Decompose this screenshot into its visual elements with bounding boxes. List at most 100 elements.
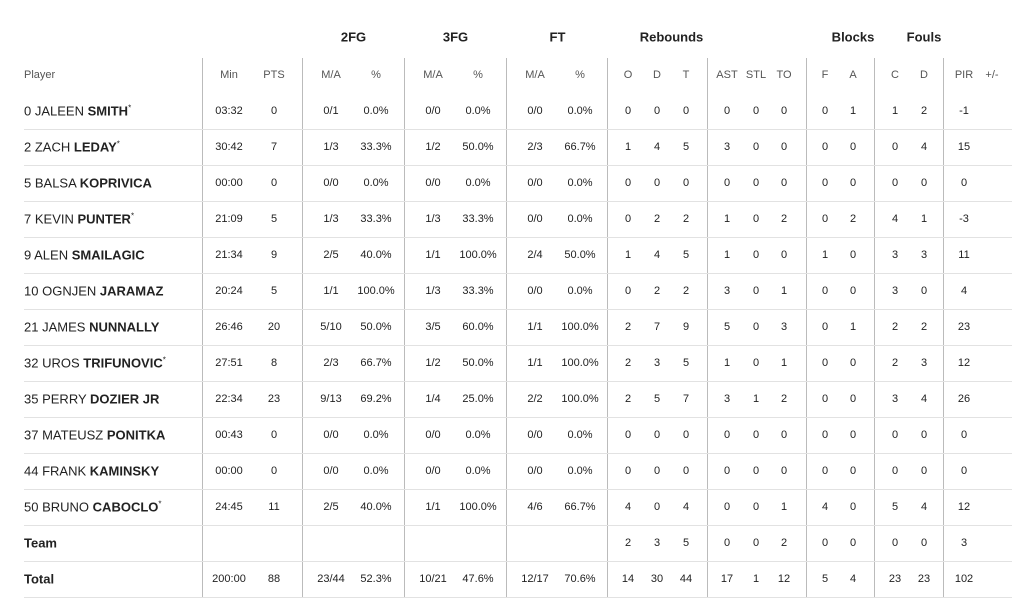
stat-cell: 0: [752, 501, 760, 513]
stat-cell: 0.0%: [567, 429, 593, 441]
stat-cell: 12: [957, 501, 971, 513]
group-header: 3FG: [442, 29, 469, 45]
player-number: 10: [24, 283, 39, 299]
stat-cell: 4: [653, 141, 661, 153]
stat-cell: 1: [780, 501, 788, 513]
stat-cell: 50.0%: [462, 141, 494, 153]
last-name: KOPRIVICA: [79, 175, 152, 191]
stat-cell: 2: [849, 213, 857, 225]
column-header: O: [623, 69, 633, 81]
stat-cell: 0: [752, 213, 760, 225]
stat-cell: 0: [891, 429, 899, 441]
stat-cell: 66.7%: [360, 357, 392, 369]
player-name: 10 OGNJEN JARAMAZ: [24, 284, 163, 299]
stat-cell: 0: [653, 429, 661, 441]
stat-cell: 0: [821, 213, 829, 225]
stat-cell: 5: [891, 501, 899, 513]
stat-cell: 5: [682, 249, 690, 261]
stat-cell: 0: [270, 429, 278, 441]
column-header: %: [575, 69, 585, 81]
player-number: 35: [24, 391, 39, 407]
stat-cell: 7: [653, 321, 661, 333]
player-number: 2: [24, 139, 32, 155]
player-number: 50: [24, 499, 39, 515]
starter-mark: *: [116, 139, 120, 149]
row-divider: [24, 597, 1012, 598]
stat-cell: 0.0%: [363, 465, 389, 477]
stat-cell: 2: [780, 213, 788, 225]
row-divider: [24, 165, 1012, 166]
player-number: 37: [24, 427, 39, 443]
column-header: +/-: [985, 69, 999, 81]
stat-cell: 4: [920, 501, 928, 513]
stat-cell: 0/0: [425, 177, 441, 189]
stat-cell: 4: [653, 249, 661, 261]
row-divider: [24, 201, 1012, 202]
stat-cell: 5: [270, 285, 278, 297]
group-header: 2FG: [340, 29, 367, 45]
row-divider: [24, 489, 1012, 490]
stat-cell: 1/1: [527, 357, 543, 369]
first-name: JAMES: [42, 319, 86, 335]
stat-cell: 0: [624, 465, 632, 477]
column-header: M/A: [423, 69, 443, 81]
stat-cell: 70.6%: [564, 573, 596, 585]
stat-cell: 0: [653, 501, 661, 513]
stat-cell: 0: [653, 177, 661, 189]
first-name: MATEUSZ: [42, 427, 104, 443]
stat-cell: 69.2%: [360, 393, 392, 405]
stat-cell: 100.0%: [459, 501, 497, 513]
column-header: M/A: [525, 69, 545, 81]
stat-cell: 1: [891, 105, 899, 117]
stat-cell: 0: [723, 429, 731, 441]
starter-mark: *: [162, 355, 166, 365]
stat-cell: 0: [821, 429, 829, 441]
stat-cell: 0/0: [425, 105, 441, 117]
stat-cell: 1/4: [425, 393, 441, 405]
stat-cell: 0/0: [527, 177, 543, 189]
stat-cell: 0: [752, 429, 760, 441]
player-name: 0 JALEEN SMITH*: [24, 103, 131, 118]
row-divider: [24, 525, 1012, 526]
column-header: T: [682, 69, 690, 81]
stat-cell: 0/0: [425, 429, 441, 441]
group-header: FT: [549, 29, 566, 45]
player-name: 35 PERRY DOZIER JR: [24, 392, 159, 407]
stat-cell: 0: [270, 465, 278, 477]
stat-cell: 60.0%: [462, 321, 494, 333]
stat-cell: 0.0%: [363, 429, 389, 441]
player-name: 2 ZACH LEDAY*: [24, 139, 120, 154]
stat-cell: 12: [777, 573, 791, 585]
stat-cell: 0: [653, 105, 661, 117]
stat-cell: 0: [780, 177, 788, 189]
stat-cell: 2: [682, 285, 690, 297]
stat-cell: 20: [267, 321, 281, 333]
stat-cell: 12: [957, 357, 971, 369]
stat-cell: 23: [957, 321, 971, 333]
stat-cell: 50.0%: [360, 321, 392, 333]
stat-cell: 0: [849, 465, 857, 477]
stat-cell: 4: [849, 573, 857, 585]
stat-cell: 4: [682, 501, 690, 513]
first-name: JALEEN: [34, 103, 84, 119]
stat-cell: 0.0%: [465, 177, 491, 189]
stat-cell: 0: [780, 249, 788, 261]
column-header: %: [371, 69, 381, 81]
stat-cell: 1/1: [527, 321, 543, 333]
stat-cell: 0: [821, 465, 829, 477]
stat-cell: 03:32: [215, 105, 243, 117]
summary-label: Total: [24, 571, 55, 587]
first-name: BRUNO: [42, 499, 90, 515]
first-name: ZACH: [34, 139, 71, 155]
stat-cell: 2/5: [323, 249, 339, 261]
stat-cell: 0.0%: [567, 285, 593, 297]
stat-cell: 0: [752, 141, 760, 153]
row-divider: [24, 309, 1012, 310]
column-header: A: [849, 69, 857, 81]
column-header: AST: [716, 69, 738, 81]
stat-cell: 0: [821, 141, 829, 153]
stat-cell: 0.0%: [363, 177, 389, 189]
stat-cell: 5: [682, 537, 690, 549]
stat-cell: 24:45: [215, 501, 243, 513]
